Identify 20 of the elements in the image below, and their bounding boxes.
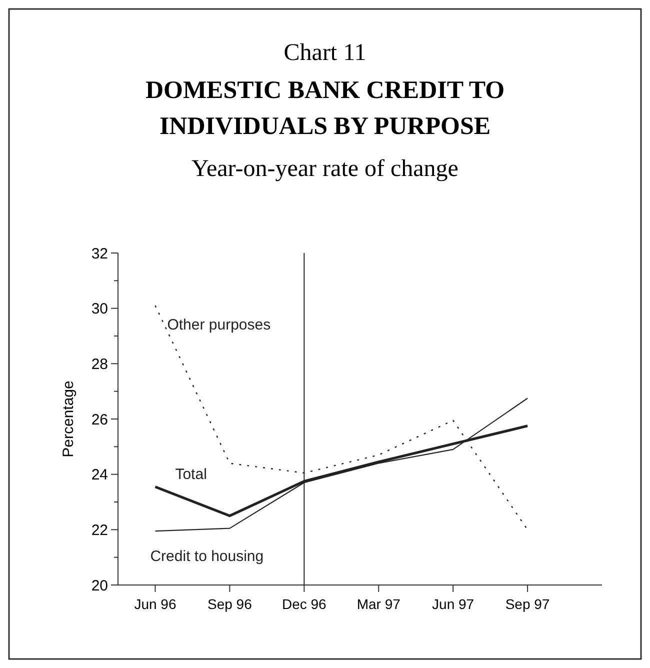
series-label: Credit to housing <box>150 548 264 566</box>
x-tick-label: Jun 97 <box>432 596 474 612</box>
y-tick-label: 30 <box>91 300 108 318</box>
y-tick-label: 26 <box>91 411 108 428</box>
x-tick-label: Sep 97 <box>505 596 550 612</box>
text: Year-on-year rate of change <box>192 156 458 182</box>
x-tick-label: Sep 96 <box>208 596 252 612</box>
chart-title: Chart 11 <box>284 40 366 66</box>
x-tick-label: Mar 97 <box>356 596 401 612</box>
series-label: Total <box>175 466 207 483</box>
y-tick-label: 32 <box>91 245 108 262</box>
y-tick-label: 20 <box>91 577 108 594</box>
y-axis-title: Percentage <box>60 380 77 458</box>
chart-subtitle: DOMESTIC BANK CREDIT TO INDIVIDUALS BY PURPOSE <box>145 77 505 140</box>
y-tick-label: 28 <box>91 356 108 373</box>
series-label: Other purposes <box>167 316 271 334</box>
y-tick-label: 24 <box>91 466 108 484</box>
y-tick-label: 22 <box>91 522 108 539</box>
x-tick-label: Dec 96 <box>282 596 327 612</box>
x-tick-label: Jun 96 <box>134 596 176 612</box>
